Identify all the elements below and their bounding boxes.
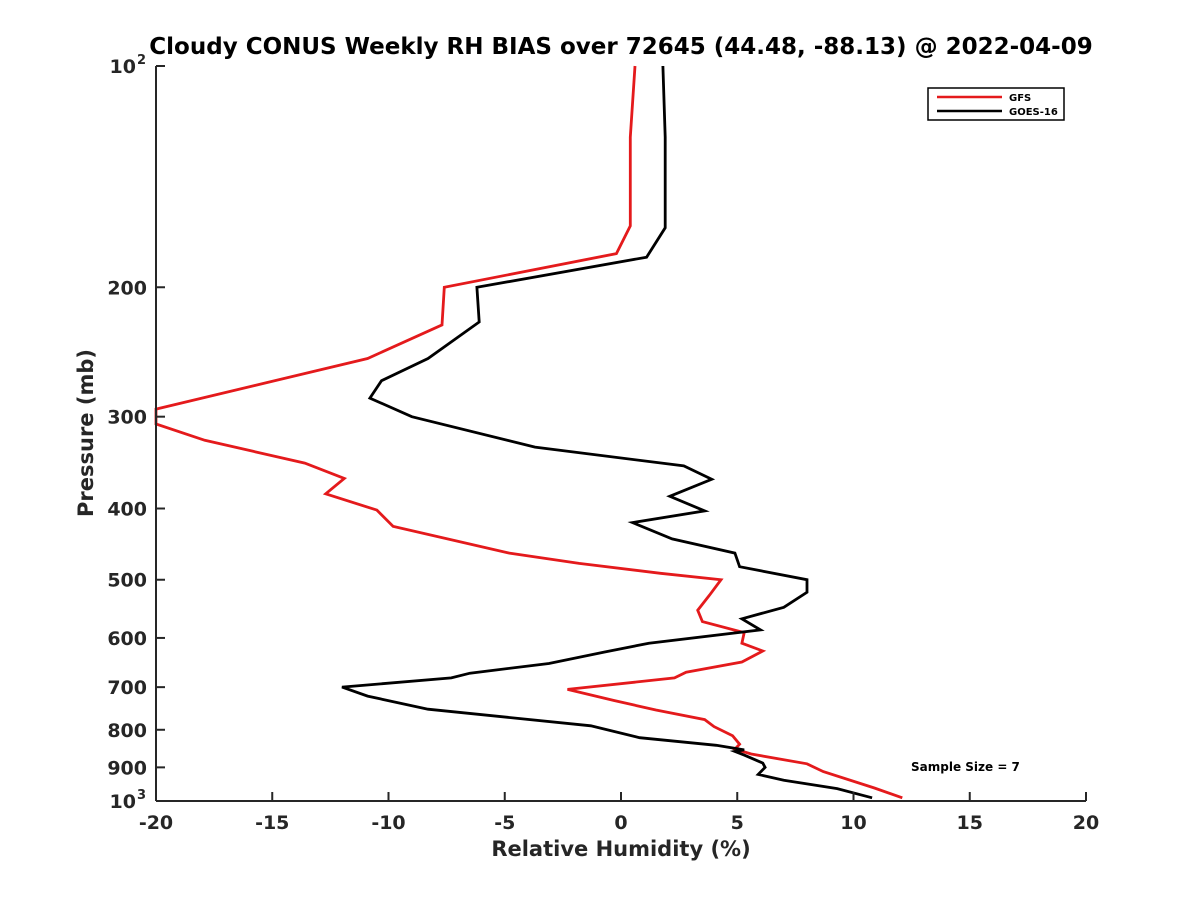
y-tick-label: 900 [107,757,147,779]
legend-box [927,87,1065,121]
x-tick-label: -15 [255,812,289,834]
y-tick-label: 500 [107,570,147,592]
x-tick-label: 10 [840,812,866,834]
y-tick-label: 10 [110,791,136,813]
legend-label-goes16: GOES-16 [1009,107,1058,118]
x-tick-label: -10 [371,812,405,834]
series-line-gfs [154,65,903,800]
x-tick-label: 15 [957,812,983,834]
y-tick-label: 200 [107,277,147,299]
y-tick-exponent: 3 [137,788,146,803]
y-axis-label: Pressure (mb) [74,349,98,517]
chart-title: Cloudy CONUS Weekly RH BIAS over 72645 (… [149,34,1092,60]
x-ticks: -20 -15 -10 -5 0 5 10 15 20 [139,792,1099,834]
y-tick-label: 700 [107,677,147,699]
legend: GFS GOES-16 [927,87,1065,121]
series-layer [154,65,903,800]
x-tick-label: 5 [731,812,744,834]
x-axis-label: Relative Humidity (%) [491,837,750,861]
y-tick-label: 10 [110,56,136,78]
y-tick-label: 800 [107,720,147,742]
x-tick-label: -20 [139,812,173,834]
y-tick-label: 600 [107,628,147,650]
y-tick-label: 300 [107,407,147,429]
legend-label-gfs: GFS [1009,93,1031,104]
x-tick-label: 0 [614,812,627,834]
series-line-goes16 [341,65,873,800]
x-tick-label: -5 [494,812,515,834]
y-tick-exponent: 2 [137,53,146,68]
sample-size-annotation: Sample Size = 7 [911,760,1020,774]
x-tick-label: 20 [1073,812,1099,834]
y-tick-label: 400 [107,499,147,521]
